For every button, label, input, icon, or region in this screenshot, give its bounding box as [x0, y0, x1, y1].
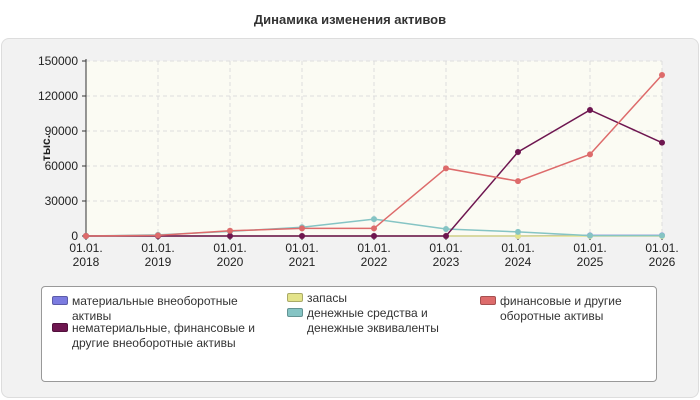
legend-item-intangible-assets[interactable]: нематериальные, финансовые и другие внео…	[52, 321, 267, 351]
legend-swatch	[287, 293, 303, 302]
data-point-series-1[interactable]	[659, 139, 665, 146]
x-tick-label: 01.01. 2020	[213, 241, 246, 269]
data-point-series-4[interactable]	[659, 72, 665, 78]
data-point-series-1[interactable]	[443, 233, 449, 239]
y-tick-label: 150000	[38, 54, 78, 68]
legend-item-inventory[interactable]: запасы	[287, 291, 462, 306]
y-tick-label: 90000	[45, 124, 79, 138]
chart-title: Динамика изменения активов	[253, 12, 447, 27]
data-point-series-3[interactable]	[371, 216, 377, 223]
legend-swatch	[52, 323, 68, 332]
data-point-series-4[interactable]	[587, 151, 593, 158]
legend-label: нематериальные, финансовые и другие внео…	[72, 321, 255, 350]
x-tick-label: 01.01. 2019	[141, 241, 174, 269]
legend-label: денежные средства и денежные эквиваленты	[307, 306, 439, 335]
y-tick-label: 120000	[38, 89, 78, 103]
data-point-series-3[interactable]	[587, 232, 593, 239]
data-point-series-3[interactable]	[659, 232, 665, 239]
legend-label: финансовые и другие оборотные активы	[500, 294, 622, 323]
y-axis-label: тыс.	[39, 135, 53, 161]
legend-label: материальные внеоборотные активы	[72, 294, 238, 323]
y-tick-label: 30000	[45, 194, 79, 208]
x-tick-label: 01.01. 2018	[69, 241, 102, 269]
y-tick-label: 60000	[45, 159, 79, 173]
x-tick-label: 01.01. 2024	[501, 241, 534, 269]
chart-legend: материальные внеоборотные активы нематер…	[41, 286, 657, 382]
data-point-series-3[interactable]	[515, 228, 521, 235]
data-point-series-4[interactable]	[443, 165, 449, 172]
y-tick-label: 0	[71, 229, 78, 243]
data-point-series-4[interactable]	[515, 178, 521, 185]
legend-label: запасы	[307, 291, 347, 305]
data-point-series-4[interactable]	[83, 233, 89, 239]
legend-swatch	[52, 296, 68, 305]
x-tick-label: 01.01. 2021	[285, 241, 318, 269]
data-point-series-3[interactable]	[443, 226, 449, 232]
legend-item-tangible-assets[interactable]: материальные внеоборотные активы	[52, 294, 267, 324]
data-point-series-1[interactable]	[515, 149, 521, 155]
data-point-series-1[interactable]	[371, 233, 377, 239]
data-point-series-1[interactable]	[227, 233, 233, 239]
x-tick-label: 01.01. 2026	[645, 241, 678, 269]
data-point-series-4[interactable]	[155, 232, 161, 239]
legend-swatch	[287, 308, 303, 317]
data-point-series-1[interactable]	[587, 107, 593, 113]
data-point-series-1[interactable]	[299, 233, 305, 239]
data-point-series-4[interactable]	[227, 227, 233, 234]
legend-item-cash[interactable]: денежные средства и денежные эквиваленты	[287, 306, 467, 336]
x-tick-label: 01.01. 2023	[429, 241, 462, 269]
legend-item-current-assets[interactable]: финансовые и другие оборотные активы	[480, 294, 652, 324]
data-point-series-4[interactable]	[371, 225, 377, 232]
x-tick-label: 01.01. 2025	[573, 241, 606, 269]
data-point-series-4[interactable]	[299, 225, 305, 232]
legend-swatch	[480, 296, 496, 305]
x-tick-label: 01.01. 2022	[357, 241, 390, 269]
